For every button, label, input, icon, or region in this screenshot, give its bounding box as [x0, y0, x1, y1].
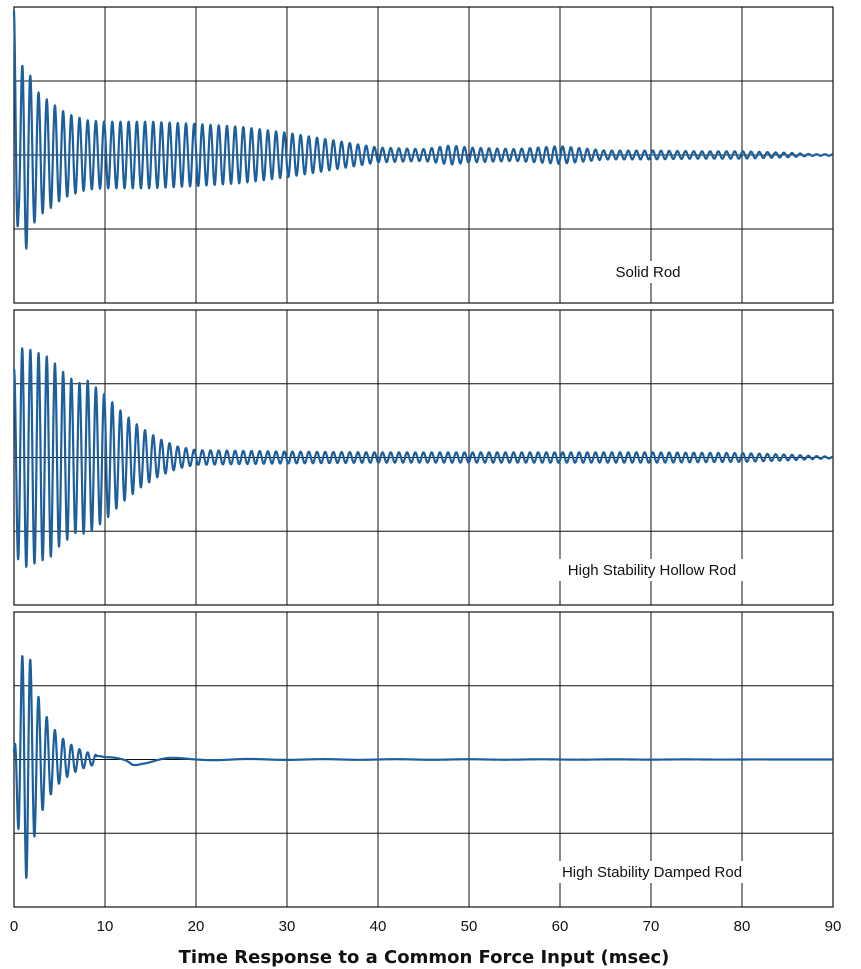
x-tick-label: 40	[370, 918, 387, 935]
panel-label: Solid Rod	[615, 264, 680, 281]
panel-high-stability-hollow-rod: High Stability Hollow Rod	[12, 309, 834, 606]
x-tick-label: 80	[734, 918, 751, 935]
x-tick-label: 10	[97, 918, 114, 935]
x-axis-ticks: 0 10 20 30 40 50 60 70 80 90	[10, 918, 842, 935]
panel-label: High Stability Damped Rod	[562, 864, 742, 881]
panel-label-background	[606, 261, 690, 283]
x-tick-label: 30	[279, 918, 296, 935]
panel-label-background	[548, 559, 756, 581]
x-tick-label: 70	[643, 918, 660, 935]
x-tick-label: 60	[552, 918, 569, 935]
series-line	[12, 347, 834, 568]
x-tick-label: 0	[10, 918, 18, 935]
x-tick-label: 20	[188, 918, 205, 935]
x-tick-label: 90	[825, 918, 842, 935]
x-tick-label: 50	[461, 918, 478, 935]
x-axis-label: Time Response to a Common Force Input (m…	[179, 947, 670, 968]
panel-high-stability-damped-rod: High Stability Damped Rod	[12, 611, 834, 908]
panel-solid-rod: Solid Rod	[12, 6, 834, 304]
series-line	[12, 655, 834, 879]
panel-label-background	[548, 861, 756, 883]
panel-label: High Stability Hollow Rod	[568, 562, 736, 579]
series-line	[12, 10, 834, 250]
